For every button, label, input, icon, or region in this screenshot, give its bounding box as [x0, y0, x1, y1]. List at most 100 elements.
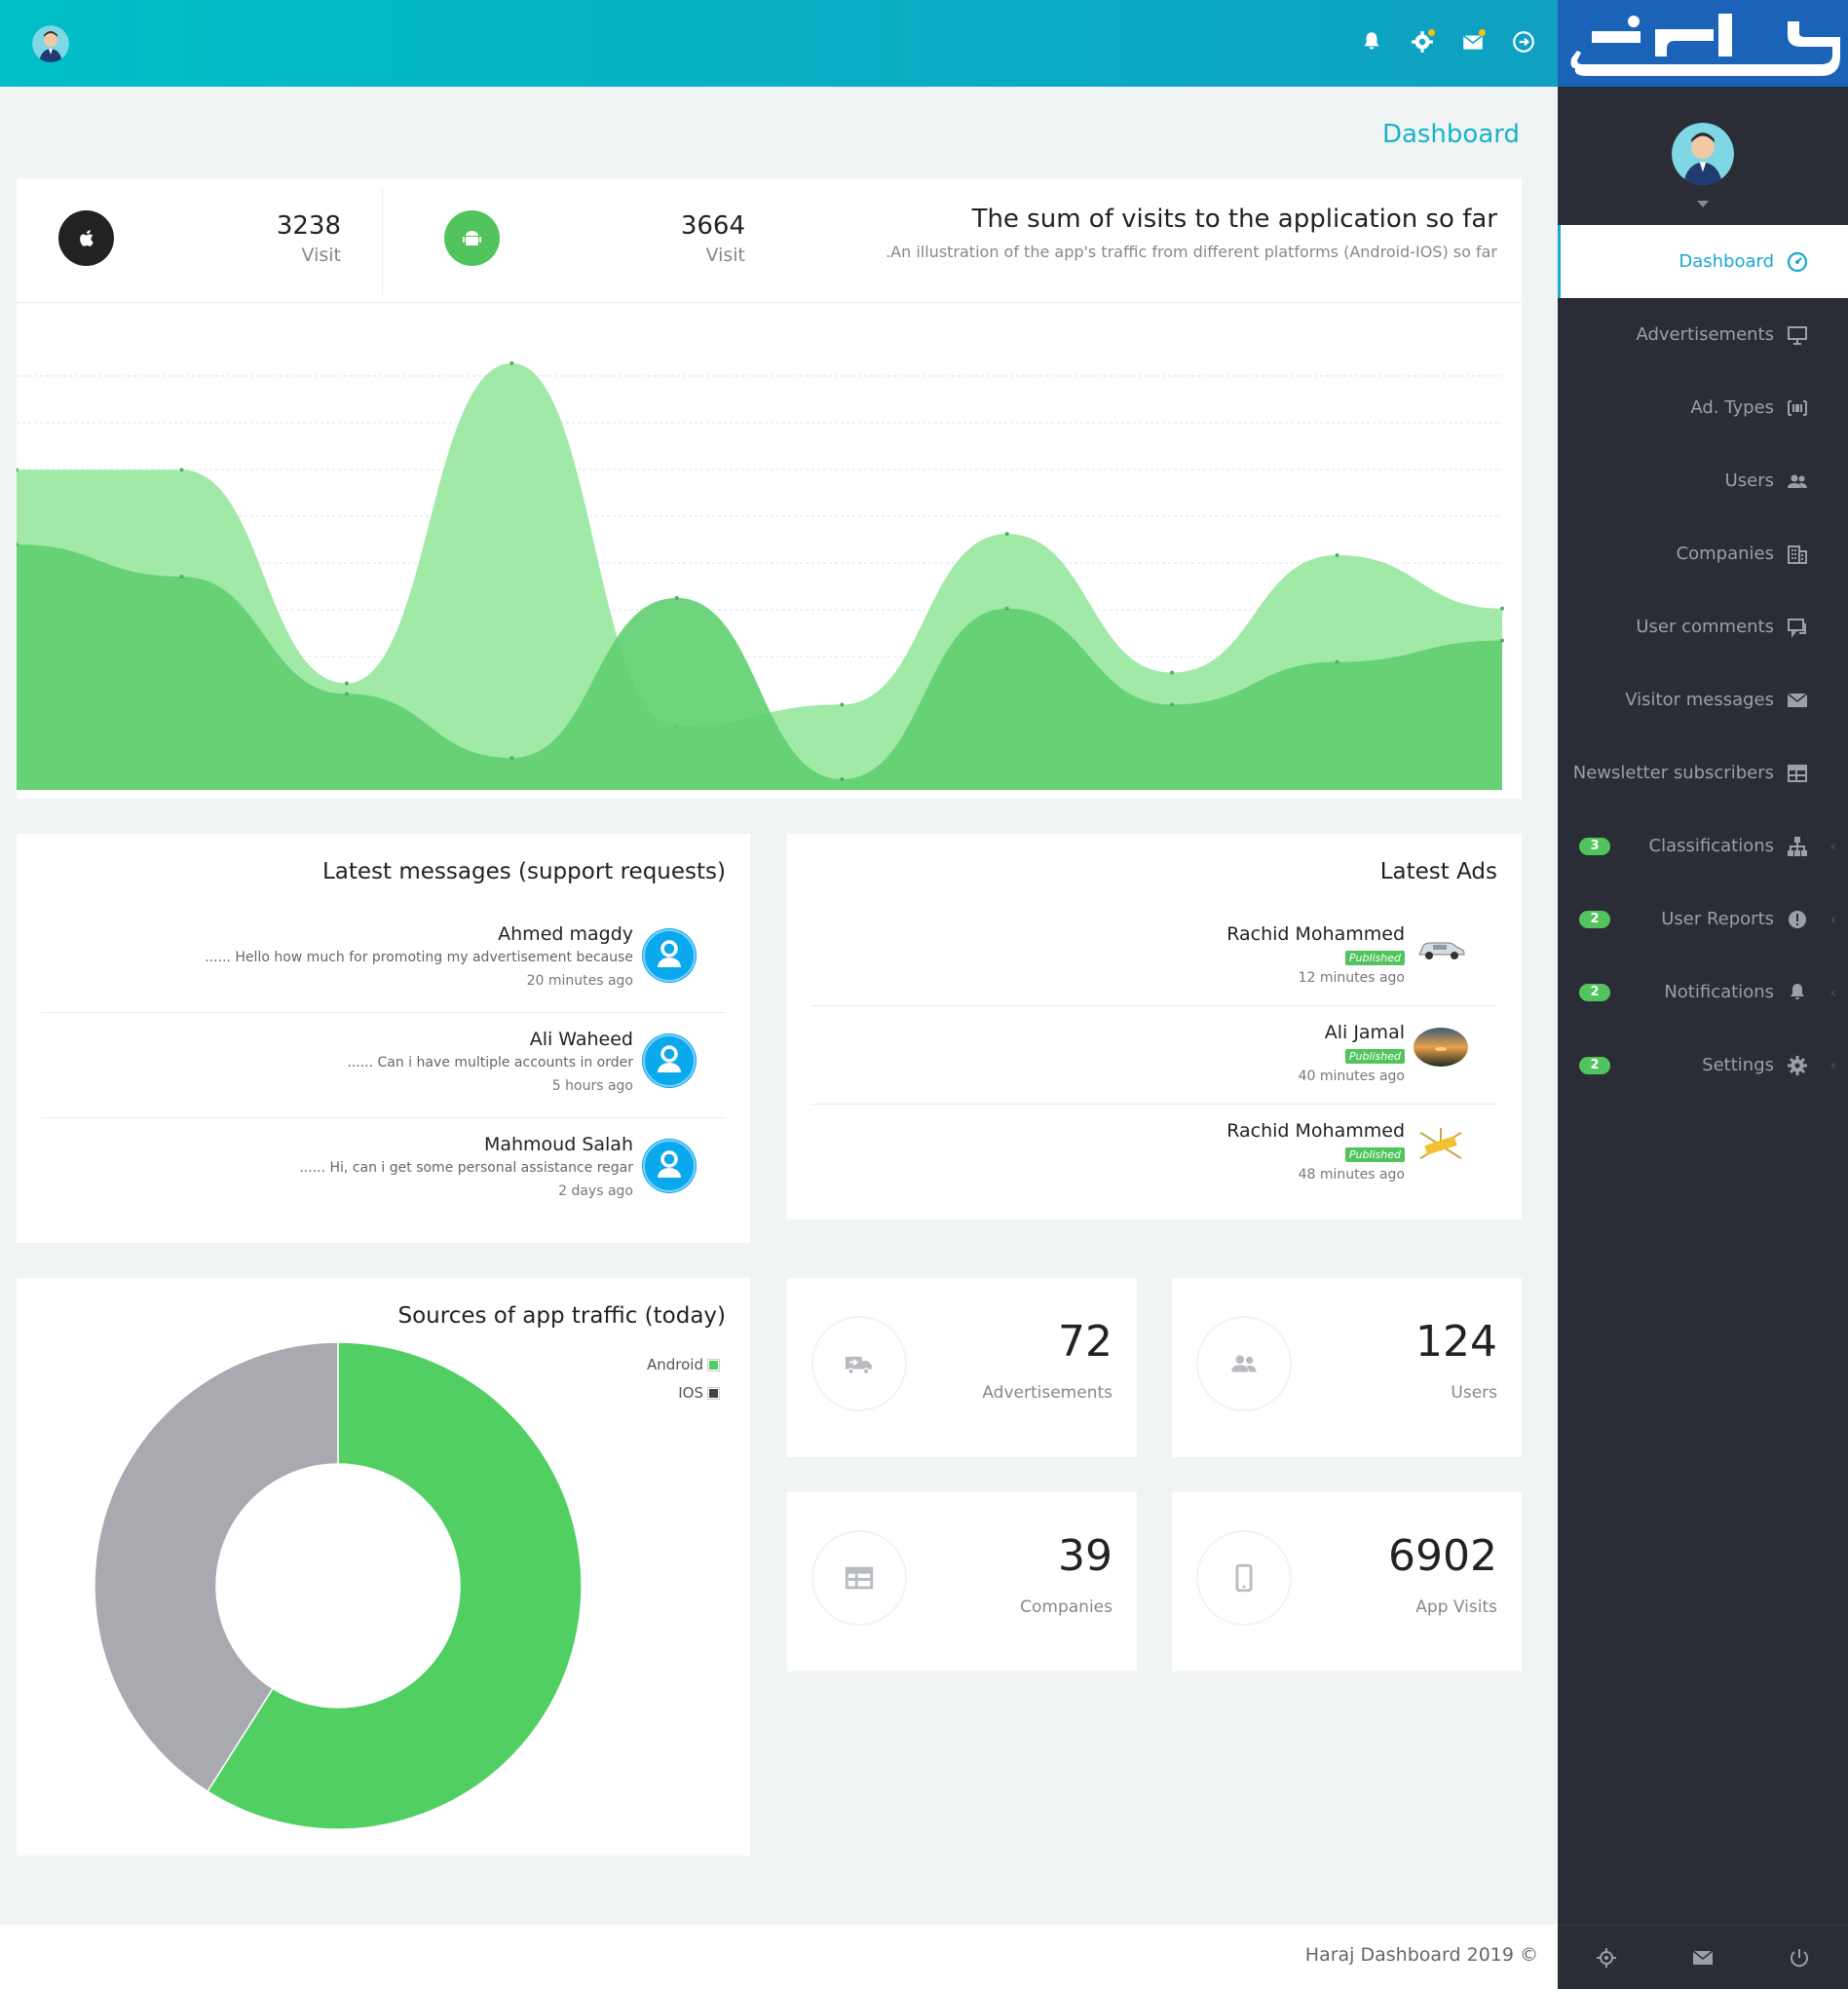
message-preview: ...... Hi, can i get some personal assis…: [299, 1160, 633, 1176]
sidebar-item-companies[interactable]: Companies: [1558, 517, 1848, 590]
ad-item[interactable]: Rachid Mohammed Published 12 minutes ago: [811, 908, 1497, 1006]
chevron-left-icon: ‹: [1829, 837, 1836, 855]
sidebar-item-ad-types[interactable]: Ad. Types: [1558, 371, 1848, 444]
donut-slice-android: [207, 1342, 582, 1829]
stat-value: 39: [1058, 1531, 1113, 1581]
data-point: [344, 681, 349, 686]
count-badge: 2: [1579, 910, 1610, 928]
data-point: [344, 692, 349, 696]
sidebar-item-newsletter[interactable]: Newsletter subscribers: [1558, 736, 1848, 809]
sidebar-item-dashboard[interactable]: Dashboard: [1558, 225, 1848, 298]
sender-name: Ali Waheed: [529, 1029, 633, 1050]
user-avatar-icon: [642, 1139, 697, 1193]
advertiser-name: Ali Jamal: [1324, 1022, 1405, 1043]
data-point: [17, 543, 19, 547]
stat-card-companies[interactable]: 39 Companies: [787, 1492, 1137, 1671]
sidebar-item-notifications[interactable]: 2 Notifications ‹: [1558, 956, 1848, 1029]
visits-title: The sum of visits to the application so …: [971, 205, 1497, 234]
bell-icon: [1786, 981, 1809, 1004]
comments-icon: [1786, 616, 1809, 639]
mail-icon[interactable]: [1460, 29, 1486, 55]
data-point: [17, 468, 19, 472]
mail-icon[interactable]: [1691, 1946, 1715, 1970]
traffic-donut-chart: [94, 1342, 582, 1829]
visits-subtitle: .An illustration of the app's traffic fr…: [886, 243, 1497, 261]
message-preview: ...... Hello how much for promoting my a…: [205, 950, 633, 965]
visits-card: 3238 Visit 3664 Visit The sum of visits …: [17, 178, 1522, 799]
car-thumbnail: [1414, 929, 1468, 968]
stat-label: Advertisements: [982, 1383, 1113, 1403]
sidebar-item-label: Advertisements: [1636, 324, 1774, 345]
sidebar-item-user-comments[interactable]: User comments: [1558, 590, 1848, 663]
sidebar-item-user-reports[interactable]: 2 User Reports ‹: [1558, 882, 1848, 956]
android-visits-label: Visit: [705, 244, 746, 266]
settings-icon[interactable]: [1595, 1946, 1618, 1970]
sidebar-item-label: User comments: [1636, 617, 1774, 637]
data-point: [1004, 606, 1009, 611]
ios-visits-label: Visit: [301, 244, 342, 266]
power-icon[interactable]: [1788, 1946, 1811, 1970]
divider: [382, 188, 383, 295]
data-point: [840, 702, 845, 707]
message-item[interactable]: Mahmoud Salah ...... Hi, can i get some …: [41, 1118, 726, 1223]
users-icon: [1786, 469, 1809, 493]
sidebar-item-label: Users: [1724, 470, 1774, 491]
data-point: [1170, 702, 1175, 707]
advertiser-name: Rachid Mohammed: [1226, 923, 1405, 945]
traffic-sources-card: Sources of app traffic (today) Android I…: [17, 1278, 750, 1856]
sidebar-item-visitor-messages[interactable]: Visitor messages: [1558, 663, 1848, 736]
count-badge: 3: [1579, 837, 1610, 855]
barcode-icon: [1786, 396, 1809, 420]
sidebar-user-avatar[interactable]: [1672, 123, 1734, 185]
dashboard-icon: [1786, 250, 1809, 274]
data-point: [1335, 553, 1339, 558]
presentation-icon: [1786, 323, 1809, 347]
card-title: Latest Ads: [1379, 859, 1497, 884]
page-title: Dashboard: [1381, 120, 1520, 149]
sidebar-item-label: Classifications: [1648, 836, 1774, 856]
latest-messages-card: Latest messages (support requests) Ahmed…: [17, 834, 750, 1243]
sidebar-item-label: Companies: [1676, 544, 1774, 564]
legend-swatch: [707, 1387, 720, 1400]
data-point: [840, 777, 845, 782]
message-item[interactable]: Ahmed magdy ...... Hello how much for pr…: [41, 908, 726, 1013]
data-point: [1004, 532, 1009, 537]
stat-label: Users: [1451, 1383, 1497, 1403]
sidebar-item-settings[interactable]: 2 Settings ‹: [1558, 1029, 1848, 1102]
stat-card-app-visits[interactable]: 6902 App Visits: [1172, 1492, 1522, 1671]
user-avatar[interactable]: [32, 25, 69, 62]
sidebar-item-users[interactable]: Users: [1558, 444, 1848, 517]
gear-icon: [1786, 1054, 1809, 1077]
data-point: [1500, 638, 1504, 643]
timestamp: 5 hours ago: [551, 1078, 633, 1094]
visits-area-chart: [17, 360, 1504, 790]
ad-item[interactable]: Ali Jamal Published 40 minutes ago: [811, 1006, 1497, 1105]
sidebar-item-advertisements[interactable]: Advertisements: [1558, 298, 1848, 371]
chevron-left-icon: ‹: [1829, 983, 1836, 1001]
status-badge: Published: [1344, 1049, 1405, 1064]
bell-icon[interactable]: [1359, 29, 1384, 55]
notification-dot: [1479, 29, 1486, 36]
logo[interactable]: [1558, 0, 1848, 87]
stat-card-users[interactable]: 124 Users: [1172, 1278, 1522, 1457]
stat-card-advertisements[interactable]: 72 Advertisements: [787, 1278, 1137, 1457]
legend-item-android[interactable]: Android: [647, 1351, 720, 1379]
sidebar-item-label: Newsletter subscribers: [1572, 763, 1774, 783]
chevron-down-icon[interactable]: [1697, 201, 1709, 207]
data-point: [1500, 606, 1504, 611]
sender-name: Ahmed magdy: [498, 923, 633, 945]
stat-value: 124: [1415, 1317, 1497, 1367]
sidebar-item-classifications[interactable]: 3 Classifications ‹: [1558, 809, 1848, 882]
legend-item-ios[interactable]: IOS: [647, 1379, 720, 1407]
ios-visits-value: 3238: [276, 211, 341, 241]
advertisement-thumbnail: [1414, 1126, 1468, 1165]
timestamp: 12 minutes ago: [1298, 970, 1405, 986]
gear-icon[interactable]: [1410, 29, 1435, 55]
ad-item[interactable]: Rachid Mohammed Published 48 minutes ago: [811, 1105, 1497, 1203]
message-item[interactable]: Ali Waheed ...... Can i have multiple ac…: [41, 1013, 726, 1118]
android-visits-value: 3664: [680, 211, 745, 241]
logout-icon[interactable]: [1511, 29, 1536, 55]
building-icon: [1786, 543, 1809, 566]
footer-copyright: Haraj Dashboard 2019 ©: [1304, 1944, 1538, 1966]
stat-value: 72: [1058, 1317, 1113, 1367]
